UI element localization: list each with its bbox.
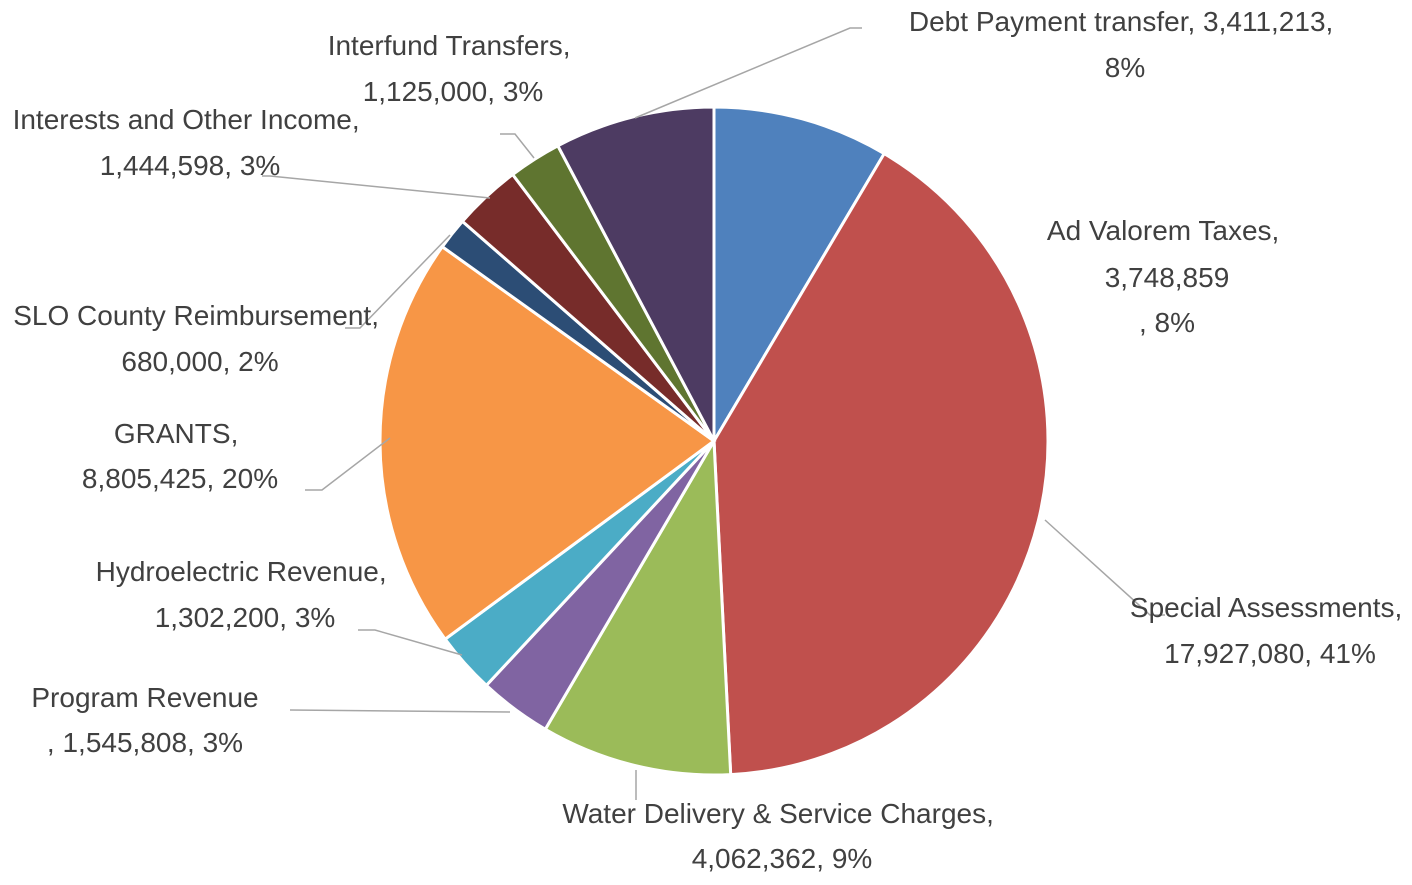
label-separator: , (231, 418, 247, 449)
data-label: GRANTS, (114, 418, 246, 449)
data-label-part: 3,411,213 (1203, 6, 1326, 37)
label-separator: , (379, 556, 395, 587)
data-label: 17,927,080, 41% (1164, 638, 1376, 669)
label-separator: , (279, 602, 295, 633)
label-separator: , (1304, 638, 1320, 669)
data-label: SLO County Reimbursement, (13, 300, 387, 331)
pie-slice (543, 435, 733, 777)
label-separator: , (224, 150, 240, 181)
data-label-part: 8% (1105, 52, 1145, 83)
leader-line (305, 437, 391, 491)
label-separator: , (1187, 6, 1203, 37)
data-label-part: 17,927,080 (1164, 638, 1304, 669)
data-label-part: 1,545,808 (62, 727, 187, 758)
leader-line (1044, 519, 1165, 616)
data-label-part: Program Revenue (31, 682, 258, 713)
data-label-part: 4,062,362 (692, 843, 817, 874)
data-label-part: Hydroelectric Revenue (96, 556, 379, 587)
leader-line (262, 175, 491, 199)
label-separator: , (223, 346, 239, 377)
label-separator: , (206, 463, 222, 494)
label-separator: , (1139, 307, 1155, 338)
data-label: Interests and Other Income, (13, 104, 368, 135)
data-label-part: 20% (222, 463, 278, 494)
pie-slice (555, 105, 716, 442)
data-label-part: 8,805,425 (82, 463, 207, 494)
data-label: 8,805,425, 20% (82, 463, 278, 494)
label-separator: , (352, 104, 368, 135)
data-label-part: Interfund Transfers (328, 30, 563, 61)
label-separator: , (563, 30, 579, 61)
label-separator: , (986, 798, 1002, 829)
data-label: Debt Payment transfer, 3,411,213, (909, 6, 1341, 37)
data-label-part: 3% (203, 727, 243, 758)
data-label: , 8% (1139, 307, 1195, 338)
data-label-part: SLO County Reimbursement (13, 300, 371, 331)
data-label-part: Interests and Other Income (13, 104, 352, 135)
leader-line (358, 629, 463, 656)
data-label-part: 3,748,859 (1105, 262, 1230, 293)
data-label-part: Ad Valorem Taxes (1047, 215, 1272, 246)
label-separator: , (1395, 592, 1411, 623)
data-label: 1,125,000, 3% (363, 76, 544, 107)
data-label: , 1,545,808, 3% (47, 727, 243, 758)
data-label-part: 3% (295, 602, 335, 633)
label-separator: , (1326, 6, 1342, 37)
data-label-part: 3% (240, 150, 280, 181)
data-label-part: 1,444,598 (100, 150, 225, 181)
data-label-part: 9% (832, 843, 872, 874)
leader-line (500, 133, 535, 159)
pie-slice (378, 244, 717, 642)
data-label-part: 41% (1320, 638, 1376, 669)
data-label: Hydroelectric Revenue, (96, 556, 395, 587)
label-separator: , (487, 76, 503, 107)
data-label: Special Assessments, (1130, 592, 1410, 623)
leader-line (634, 27, 862, 119)
data-label: 4,062,362, 9% (692, 843, 873, 874)
data-label-part: 1,302,200 (155, 602, 280, 633)
data-label: Program Revenue (31, 682, 258, 713)
data-label: 1,444,598, 3% (100, 150, 281, 181)
data-label-part: GRANTS (114, 418, 231, 449)
pie-slice (712, 105, 887, 447)
data-label: 3,748,859 (1105, 262, 1230, 293)
data-label-part: Special Assessments (1130, 592, 1395, 623)
data-label-part: 3% (503, 76, 543, 107)
data-label: 1,302,200, 3% (155, 602, 336, 633)
leader-line (289, 709, 511, 713)
label-separator: , (187, 727, 203, 758)
label-separator: , (371, 300, 387, 331)
data-label: Ad Valorem Taxes, (1047, 215, 1287, 246)
label-separator: , (1272, 215, 1288, 246)
data-label-part: 2% (238, 346, 278, 377)
data-label: Water Delivery & Service Charges, (562, 798, 1001, 829)
data-label-part: 680,000 (121, 346, 222, 377)
pie-slice (712, 151, 1050, 777)
data-label: 8% (1105, 52, 1145, 83)
data-label-part: Debt Payment transfer (909, 6, 1189, 37)
label-separator: , (47, 727, 63, 758)
data-label: 680,000, 2% (121, 346, 278, 377)
data-label-part: Water Delivery & Service Charges (562, 798, 986, 829)
data-label-part: 1,125,000 (363, 76, 488, 107)
label-separator: , (816, 843, 832, 874)
data-label-part: 8% (1155, 307, 1195, 338)
leader-line (345, 234, 451, 329)
data-label: Interfund Transfers, (328, 30, 579, 61)
